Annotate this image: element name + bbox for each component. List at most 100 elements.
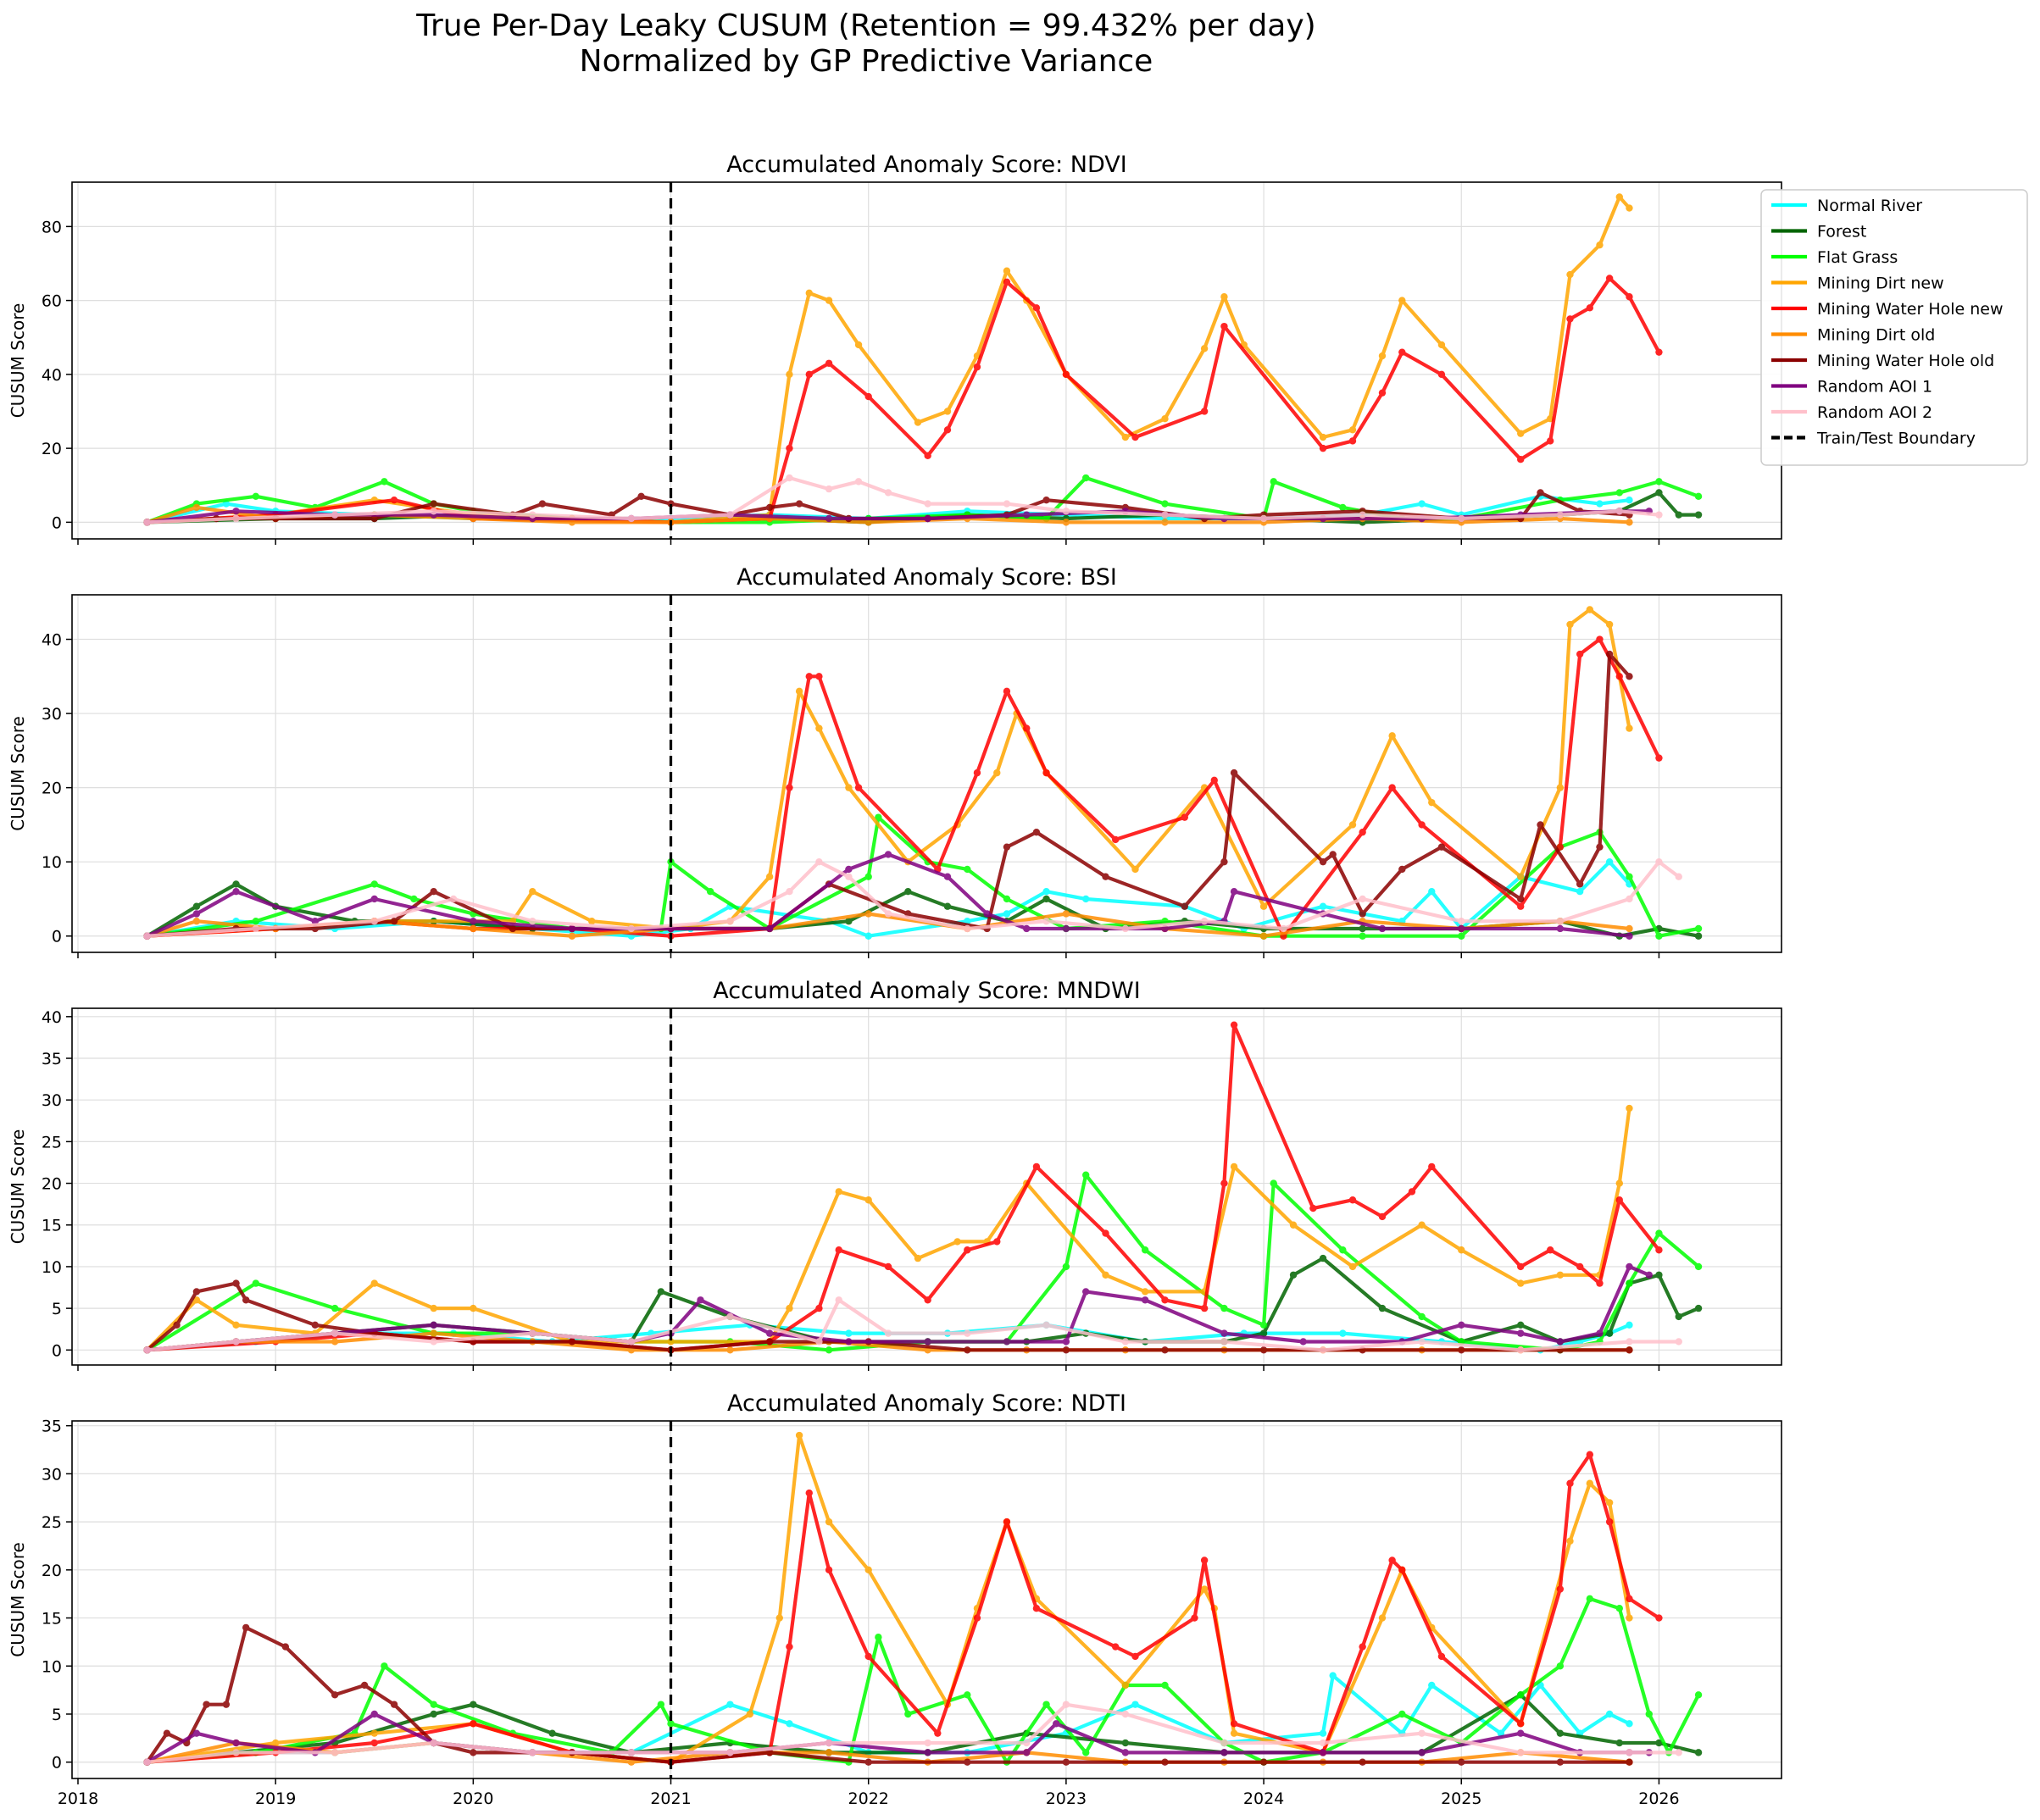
data-point — [1586, 1451, 1594, 1458]
data-point — [470, 1720, 477, 1728]
data-point — [568, 924, 576, 933]
data-point — [1566, 1537, 1574, 1545]
data-point — [1655, 932, 1663, 940]
data-point — [1161, 1346, 1169, 1354]
data-point — [1537, 489, 1544, 497]
data-point — [786, 1643, 793, 1651]
data-point — [222, 1701, 231, 1708]
y-tick-label: 20 — [42, 780, 62, 798]
data-point — [1220, 1338, 1228, 1346]
data-point — [765, 1338, 774, 1346]
y-tick-label: 0 — [52, 1754, 62, 1773]
data-point — [1121, 924, 1130, 933]
data-point — [1329, 851, 1337, 858]
data-point — [1694, 924, 1703, 933]
data-point — [1121, 433, 1130, 441]
data-point — [627, 1749, 636, 1756]
data-point — [1517, 1321, 1525, 1329]
data-point — [854, 784, 863, 791]
data-point — [1605, 275, 1614, 282]
data-point — [1161, 519, 1169, 526]
data-point — [825, 1518, 833, 1526]
data-point — [1437, 341, 1446, 349]
data-point — [449, 895, 458, 903]
data-point — [232, 888, 240, 896]
data-point — [1655, 478, 1663, 486]
data-point — [983, 910, 991, 918]
data-point — [825, 1566, 833, 1574]
data-point — [538, 500, 547, 508]
data-point — [1517, 902, 1525, 910]
data-point — [1161, 500, 1169, 508]
data-point — [864, 519, 872, 526]
data-point — [1615, 508, 1623, 515]
data-point — [1141, 1288, 1149, 1296]
data-point — [1259, 902, 1268, 910]
data-point — [805, 673, 813, 680]
data-point — [1546, 1246, 1554, 1254]
data-point — [1388, 732, 1396, 740]
data-point — [430, 1304, 437, 1312]
x-tick-label: 2021 — [650, 1789, 691, 1808]
data-point — [1062, 508, 1070, 515]
data-point — [1556, 1338, 1565, 1346]
data-point — [964, 865, 971, 874]
data-point — [1359, 1758, 1366, 1766]
data-point — [1437, 1652, 1446, 1661]
data-point — [627, 1338, 636, 1346]
data-point — [627, 1758, 636, 1766]
data-point — [786, 444, 793, 452]
y-axis-label: CUSUM Score — [8, 1542, 28, 1657]
data-point — [1576, 880, 1584, 888]
data-point — [1062, 924, 1070, 933]
data-point — [1359, 895, 1366, 903]
y-tick-label: 40 — [42, 631, 62, 650]
data-point — [1023, 1749, 1031, 1756]
data-point — [845, 873, 853, 880]
data-point — [163, 1729, 171, 1737]
data-point — [1032, 304, 1041, 312]
data-point — [1556, 1758, 1565, 1766]
x-tick-label: 2025 — [1441, 1789, 1481, 1808]
data-point — [1566, 270, 1574, 279]
data-point — [1259, 932, 1268, 940]
data-point — [1537, 821, 1544, 829]
y-tick-label: 20 — [42, 440, 62, 458]
subplot-2: 0 10 20 30 40 Accumulated Anomaly Score: BSI C… — [8, 564, 1782, 958]
data-point — [173, 1321, 181, 1329]
data-point — [1082, 1749, 1090, 1756]
data-point — [1200, 1556, 1209, 1564]
data-point — [786, 1304, 793, 1312]
data-point — [1428, 798, 1436, 807]
data-point — [232, 1321, 240, 1329]
legend-label: Train/Test Boundary — [1816, 430, 1976, 448]
data-point — [726, 1749, 734, 1756]
y-tick-label: 15 — [42, 1610, 62, 1629]
data-point — [1418, 500, 1426, 508]
legend-label: Mining Dirt new — [1817, 275, 1944, 293]
data-point — [1586, 1479, 1594, 1487]
data-point — [1131, 1701, 1139, 1708]
data-point — [1615, 673, 1623, 680]
data-point — [1230, 888, 1238, 896]
data-point — [331, 511, 339, 519]
data-point — [1220, 857, 1228, 866]
data-point — [1546, 437, 1554, 445]
data-point — [370, 1710, 378, 1718]
data-point — [1596, 1279, 1604, 1287]
data-point — [765, 1749, 774, 1756]
data-point — [1398, 1710, 1406, 1718]
data-point — [1458, 918, 1465, 925]
data-point — [1428, 1681, 1436, 1690]
data-point — [1655, 511, 1663, 519]
data-point — [1121, 1681, 1130, 1690]
data-point — [805, 1489, 813, 1497]
y-tick-label: 0 — [52, 928, 62, 946]
data-point — [1626, 519, 1633, 526]
data-point — [835, 1246, 842, 1254]
data-point — [192, 1296, 201, 1304]
data-point — [1161, 1296, 1169, 1304]
data-point — [1359, 1643, 1366, 1651]
data-point — [430, 500, 437, 508]
y-tick-label: 10 — [42, 853, 62, 872]
